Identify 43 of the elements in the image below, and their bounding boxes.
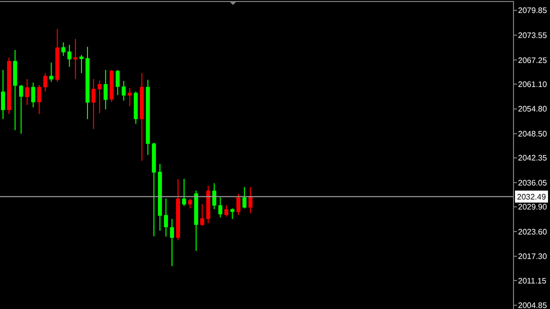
- y-tick-label: 2042.35: [518, 154, 548, 163]
- candlestick: [164, 198, 168, 238]
- y-tick-label: 2054.80: [518, 104, 548, 114]
- candlestick: [37, 84, 42, 115]
- y-tick-label: 2029.90: [518, 202, 548, 212]
- y-tick-label: 2023.60: [518, 227, 548, 236]
- candlestick: [19, 84, 24, 134]
- candlestick: [122, 80, 126, 102]
- candlestick: [43, 72, 48, 92]
- candlestick: [200, 204, 204, 227]
- ref-line-label: 2032.49: [517, 192, 546, 202]
- candlestick: [116, 69, 120, 96]
- y-tick-label: 2036.05: [518, 178, 548, 188]
- y-tick-label: 2061.10: [518, 80, 548, 89]
- y-tick-label: 2048.50: [518, 129, 548, 138]
- candlestick: [98, 80, 102, 114]
- candlestick: [61, 42, 66, 56]
- candlestick: [79, 54, 84, 74]
- y-tick-label: 2073.55: [518, 30, 548, 40]
- candlestick: [1, 69, 6, 120]
- y-tick-label: 2017.30: [518, 252, 548, 262]
- candlestick: [224, 204, 228, 218]
- candlestick: [188, 198, 192, 209]
- y-tick-label: 2004.85: [518, 301, 548, 309]
- candlestick: [128, 88, 132, 107]
- candlestick: [242, 186, 246, 209]
- candlestick: [212, 182, 216, 210]
- candlestick: [236, 193, 240, 216]
- candlestick: [25, 78, 30, 106]
- candlestick: [73, 38, 78, 80]
- y-tick-label: 2067.25: [518, 56, 548, 65]
- candlestick: [49, 62, 54, 82]
- candlestick: [218, 196, 222, 218]
- y-tick-label: 2011.15: [518, 276, 547, 286]
- candlestick: [248, 186, 252, 214]
- candlestick: [31, 82, 36, 108]
- candlestick: [230, 208, 234, 220]
- candlestick: [104, 69, 108, 110]
- candlestick: [182, 178, 186, 206]
- candlestick: [170, 218, 174, 267]
- y-tick-label: 2079.85: [518, 6, 548, 16]
- candlestick: [67, 44, 72, 68]
- candlestick: [92, 78, 96, 130]
